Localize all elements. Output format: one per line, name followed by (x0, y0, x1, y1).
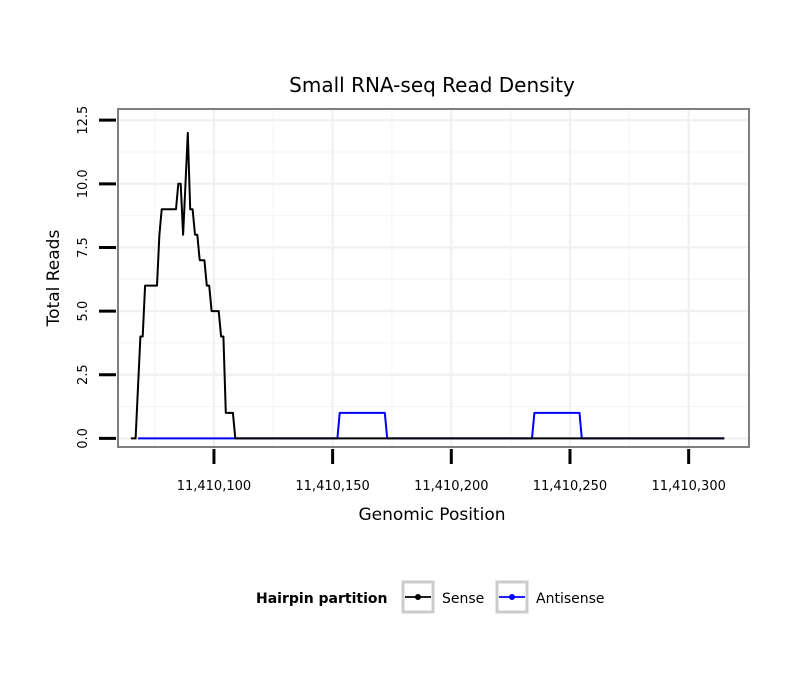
x-tick-label: 11,410,250 (533, 479, 607, 494)
y-tick-label: 12.5 (76, 106, 91, 135)
y-axis: 0.0 2.5 5.0 7.5 10.0 12.5 (76, 106, 116, 449)
legend-label-sense: Sense (442, 591, 484, 607)
y-axis-title: Total Reads (44, 230, 64, 328)
legend-point-sense (415, 594, 421, 600)
legend-title: Hairpin partition (256, 591, 387, 607)
x-tick-label: 11,410,150 (295, 479, 369, 494)
legend-item-antisense: Antisense (495, 580, 605, 614)
legend-item-sense: Sense (401, 580, 484, 614)
legend: Hairpin partition Sense Antisense (256, 580, 605, 614)
chart-title: Small RNA-seq Read Density (289, 73, 575, 97)
y-tick-label: 2.5 (76, 364, 91, 385)
x-tick-label: 11,410,300 (651, 479, 725, 494)
legend-point-antisense (509, 594, 515, 600)
y-tick-label: 0.0 (76, 428, 91, 449)
x-tick-label: 11,410,100 (177, 479, 251, 494)
y-tick-label: 7.5 (76, 237, 91, 258)
legend-label-antisense: Antisense (536, 591, 605, 607)
x-tick-label: 11,410,200 (414, 479, 488, 494)
grid (119, 110, 748, 446)
series-line-antisense (138, 411, 725, 440)
x-axis: 11,410,100 11,410,150 11,410,200 11,410,250… (177, 449, 726, 494)
plot-panel-border (117, 108, 750, 448)
x-axis-title: Genomic Position (358, 505, 505, 525)
series-lines (130, 131, 725, 440)
series-line-sense (130, 131, 725, 440)
y-tick-label: 5.0 (76, 301, 91, 322)
y-tick-label: 10.0 (76, 169, 91, 198)
